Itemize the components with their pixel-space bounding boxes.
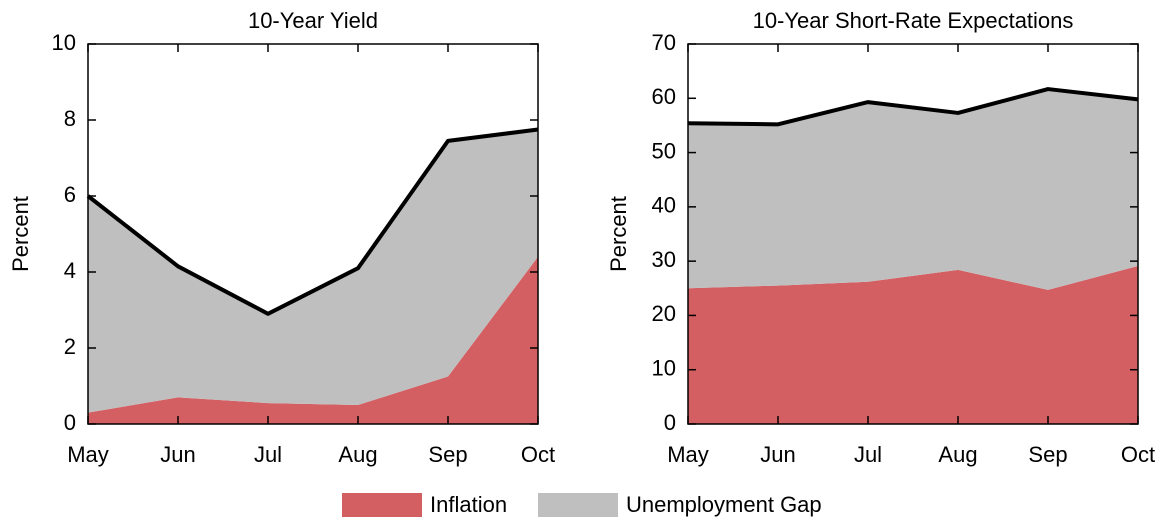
- y-axis-label: Percent: [8, 196, 33, 272]
- x-tick-label: May: [67, 442, 109, 467]
- total-line: [687, 87, 1139, 127]
- x-tick-label: Jun: [760, 442, 795, 467]
- x-tick-label: May: [667, 442, 709, 467]
- y-tick-label: 10: [52, 30, 76, 55]
- x-tick-label: Aug: [338, 442, 377, 467]
- y-tick-label: 4: [64, 258, 76, 283]
- area: [688, 89, 1138, 290]
- x-tick-label: Oct: [1121, 442, 1155, 467]
- legend-label: Inflation: [430, 492, 507, 517]
- x-tick-label: Aug: [938, 442, 977, 467]
- y-tick-label: 50: [652, 138, 676, 163]
- y-tick-label: 10: [652, 356, 676, 381]
- y-tick-label: 40: [652, 193, 676, 218]
- y-tick-label: 0: [664, 410, 676, 435]
- legend-swatch: [538, 493, 618, 517]
- x-tick-label: Sep: [428, 442, 467, 467]
- y-tick-label: 8: [64, 106, 76, 131]
- y-tick-label: 60: [652, 84, 676, 109]
- area: [88, 129, 538, 413]
- area: [688, 266, 1138, 424]
- chart-title: 10-Year Short-Rate Expectations: [753, 8, 1074, 33]
- plot-frame: [87, 43, 539, 425]
- y-tick-label: 6: [64, 182, 76, 207]
- x-tick-label: Jun: [160, 442, 195, 467]
- x-tick-label: Sep: [1028, 442, 1067, 467]
- legend-swatch: [342, 493, 422, 517]
- x-tick-label: Jul: [254, 442, 282, 467]
- y-tick-label: 0: [64, 410, 76, 435]
- chart-title: 10-Year Yield: [248, 8, 378, 33]
- legend-label: Unemployment Gap: [626, 492, 822, 517]
- total-line: [86, 127, 539, 316]
- y-tick-label: 20: [652, 301, 676, 326]
- x-tick-label: Jul: [854, 442, 882, 467]
- x-tick-label: Oct: [521, 442, 555, 467]
- y-tick-label: 30: [652, 247, 676, 272]
- area: [88, 256, 538, 424]
- plot-frame: [687, 43, 1139, 425]
- y-tick-label: 2: [64, 334, 76, 359]
- y-tick-label: 70: [652, 30, 676, 55]
- y-axis-label: Percent: [606, 196, 631, 272]
